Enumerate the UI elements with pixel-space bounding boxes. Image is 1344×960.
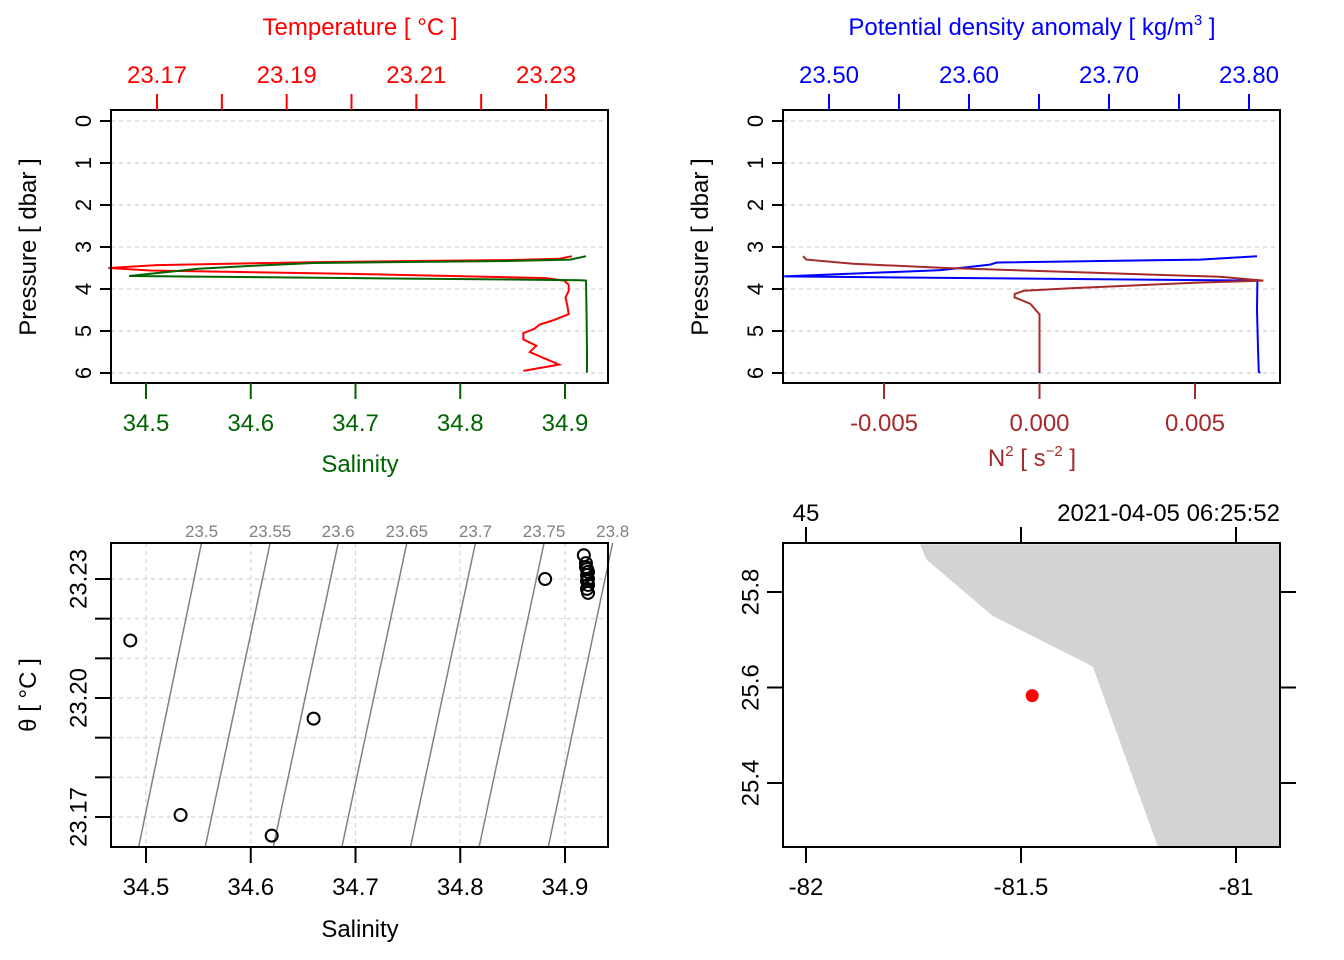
theta-tick-label: 23.23 (65, 549, 92, 609)
salinity-tick-label: 34.8 (437, 410, 484, 437)
station-id-label: 45 (793, 500, 820, 527)
temperature-tick-label: 23.21 (386, 62, 446, 89)
longitude-tick-label: -81 (1219, 874, 1254, 901)
isopycnal-line (272, 542, 339, 848)
station-time-label: 2021-04-05 06:25:52 (1057, 500, 1280, 527)
latitude-tick-label: 25.6 (737, 664, 764, 711)
salinity-tick-label: 34.6 (227, 874, 274, 901)
isopycnal-line (478, 542, 545, 848)
isopycnal-line (137, 542, 203, 848)
ts-point (576, 548, 591, 563)
pressure-tick-label: 2 (743, 199, 768, 211)
salinity-tick-label: 34.7 (332, 410, 379, 437)
isopycnal-line (409, 542, 477, 848)
n2-tick-label: -0.005 (850, 410, 918, 437)
ts-point (581, 564, 596, 579)
pressure-tick-label: 6 (743, 367, 768, 379)
isopycnal-label: 23.75 (523, 522, 566, 541)
theta-axis-title: θ [ °C ] (15, 658, 42, 732)
pressure-tick-label: 5 (743, 325, 768, 337)
ts-point (538, 572, 553, 586)
salinity-tick-label: 34.9 (542, 410, 589, 437)
temperature-line (108, 255, 573, 372)
pressure-axis-title: Pressure [ dbar ] (15, 158, 42, 335)
salinity-tick-label: 34.8 (437, 874, 484, 901)
pressure-tick-label: 4 (71, 283, 96, 295)
pressure-tick-label: 2 (71, 199, 96, 211)
longitude-tick-label: -82 (789, 874, 824, 901)
n2-tick-label: 0.005 (1165, 410, 1225, 437)
salinity-tick-label: 34.5 (123, 410, 170, 437)
isopycnal-label: 23.8 (596, 522, 629, 541)
pressure-tick-label: 0 (743, 115, 768, 127)
pressure-tick-label: 4 (743, 283, 768, 295)
salinity-tick-label: 34.7 (332, 874, 379, 901)
temperature-axis-title: Temperature [ °C ] (263, 14, 458, 41)
isopycnal-label: 23.6 (322, 522, 355, 541)
pressure-tick-label: 1 (71, 157, 96, 169)
density-tick-label: 23.50 (799, 62, 859, 89)
ts-point (173, 808, 188, 823)
latitude-tick-label: 25.4 (737, 760, 764, 807)
pressure-tick-label: 5 (71, 325, 96, 337)
temperature-tick-label: 23.17 (127, 62, 187, 89)
isopycnal-line (204, 542, 271, 848)
salinity-axis-title: Salinity (321, 451, 398, 478)
density-tick-label: 23.60 (939, 62, 999, 89)
longitude-tick-label: -81.5 (994, 874, 1049, 901)
isopycnal-label: 23.7 (459, 522, 492, 541)
ts-point (264, 828, 279, 843)
isopycnal-label: 23.65 (386, 522, 429, 541)
plot-box (110, 542, 609, 848)
pressure-tick-label: 1 (743, 157, 768, 169)
n2-tick-label: 0.000 (1009, 410, 1069, 437)
coastline-land (920, 544, 1279, 847)
density-tick-label: 23.70 (1079, 62, 1139, 89)
salinity-axis-title: Salinity (321, 916, 398, 943)
ts-point (581, 585, 596, 600)
isopycnal-line (341, 542, 408, 848)
station-map-panel: -82 -81.5 -81 25.4 25.6 25.8 45 2021-04-05 06:2… (737, 500, 1296, 901)
temperature-tick-label: 23.23 (516, 62, 576, 89)
salinity-tick-label: 34.5 (123, 874, 170, 901)
isopycnal-label: 23.55 (249, 522, 292, 541)
n2-axis-title: N2 [ s−2 ] (988, 443, 1076, 472)
density-tick-label: 23.80 (1219, 62, 1279, 89)
ts-point (306, 711, 321, 726)
density-line (784, 255, 1261, 374)
pressure-tick-label: 3 (743, 241, 768, 253)
density-axis-title: Potential density anomaly [ kg/m3 ] (848, 12, 1215, 41)
pressure-axis-title: Pressure [ dbar ] (687, 158, 714, 335)
pressure-tick-label: 3 (71, 241, 96, 253)
n2-line (802, 255, 1264, 373)
ts-point (123, 633, 138, 648)
salinity-tick-label: 34.6 (227, 410, 274, 437)
salinity-line (129, 255, 588, 373)
isopycnal-label: 23.5 (185, 522, 218, 541)
ts-profile-panel: Temperature [ °C ] 0 1 2 3 4 5 6 23.17 23.19 23.2… (15, 14, 609, 478)
station-marker (1025, 689, 1039, 703)
latitude-tick-label: 25.8 (737, 569, 764, 616)
isopycnal-line (547, 542, 614, 848)
density-profile-panel: Potential density anomaly [ kg/m3 ] 0123… (687, 12, 1281, 472)
plot-box (782, 542, 1281, 848)
temperature-tick-label: 23.19 (257, 62, 317, 89)
pressure-tick-label: 6 (71, 367, 96, 379)
theta-tick-label: 23.17 (65, 787, 92, 847)
ts-diagram-panel: 23.5 23.55 23.6 23.65 23.7 23.75 23.8 34.5 34.6… (15, 522, 629, 943)
theta-tick-label: 23.20 (65, 668, 92, 728)
salinity-tick-label: 34.9 (542, 874, 589, 901)
pressure-tick-label: 0 (71, 115, 96, 127)
